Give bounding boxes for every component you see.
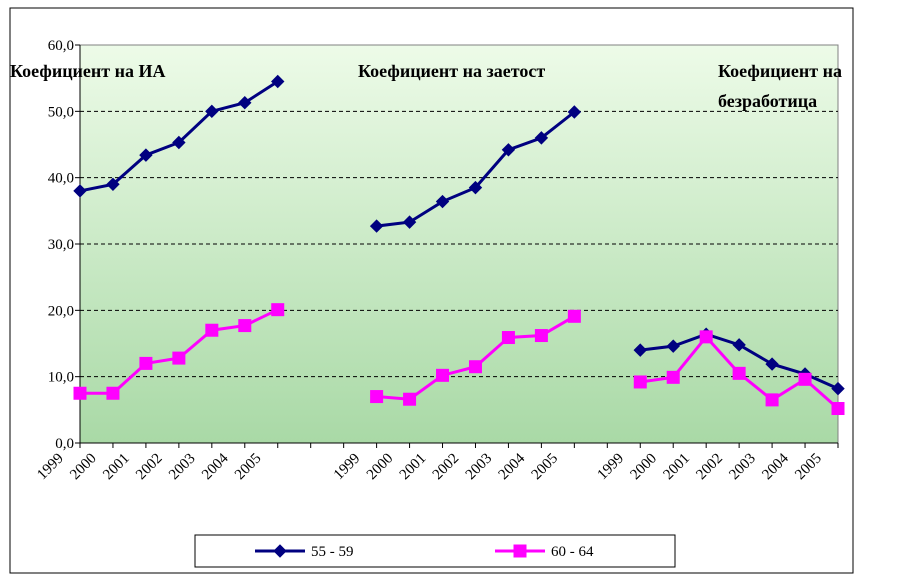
data-point bbox=[501, 331, 515, 345]
data-point bbox=[765, 357, 779, 371]
annotation: безработица bbox=[718, 91, 817, 111]
data-point bbox=[238, 96, 252, 110]
y-tick-label: 60,0 bbox=[48, 38, 74, 54]
data-point bbox=[139, 356, 153, 370]
data-point bbox=[567, 309, 581, 323]
data-point bbox=[831, 402, 845, 416]
legend-label: 55 - 59 bbox=[311, 544, 354, 560]
data-point bbox=[205, 104, 219, 119]
data-point bbox=[666, 339, 680, 353]
data-point bbox=[831, 381, 845, 396]
data-point bbox=[534, 131, 549, 145]
y-tick-label: 10,0 bbox=[48, 370, 74, 386]
data-point bbox=[633, 375, 647, 389]
legend-label: 60 - 64 bbox=[551, 544, 594, 560]
data-point bbox=[633, 343, 647, 357]
y-tick-label: 20,0 bbox=[48, 303, 74, 319]
annotation: Коефициент на заетост bbox=[358, 61, 545, 81]
legend-marker bbox=[273, 544, 287, 558]
data-point bbox=[402, 215, 417, 229]
data-point bbox=[765, 393, 779, 407]
data-point bbox=[369, 219, 384, 233]
y-tick-label: 50,0 bbox=[48, 104, 74, 120]
legend-marker bbox=[513, 544, 527, 558]
annotation: Коефициент на bbox=[718, 61, 842, 81]
data-point bbox=[205, 323, 219, 337]
data-point bbox=[370, 390, 384, 404]
y-tick-label: 30,0 bbox=[48, 237, 74, 253]
data-point bbox=[271, 74, 285, 89]
data-point bbox=[106, 386, 120, 400]
data-point bbox=[238, 319, 252, 333]
data-point bbox=[468, 360, 482, 374]
data-point bbox=[732, 366, 746, 380]
data-point bbox=[73, 386, 87, 400]
data-point bbox=[798, 372, 812, 386]
data-point bbox=[403, 392, 417, 406]
data-point bbox=[172, 351, 186, 365]
data-point bbox=[666, 370, 680, 384]
data-point bbox=[567, 105, 582, 119]
y-tick-label: 40,0 bbox=[48, 171, 74, 187]
data-point bbox=[699, 330, 713, 344]
data-point bbox=[435, 194, 450, 209]
data-point bbox=[73, 184, 87, 198]
data-point bbox=[139, 148, 153, 162]
data-point bbox=[271, 303, 285, 317]
data-point bbox=[172, 135, 186, 150]
annotation: Коефициент на ИА bbox=[10, 61, 166, 81]
data-point bbox=[534, 329, 548, 343]
data-point bbox=[732, 338, 746, 352]
data-point bbox=[106, 177, 120, 192]
data-point bbox=[501, 143, 516, 157]
y-tick-label: 0,0 bbox=[55, 436, 74, 452]
data-point bbox=[468, 180, 483, 195]
data-point bbox=[436, 368, 450, 382]
